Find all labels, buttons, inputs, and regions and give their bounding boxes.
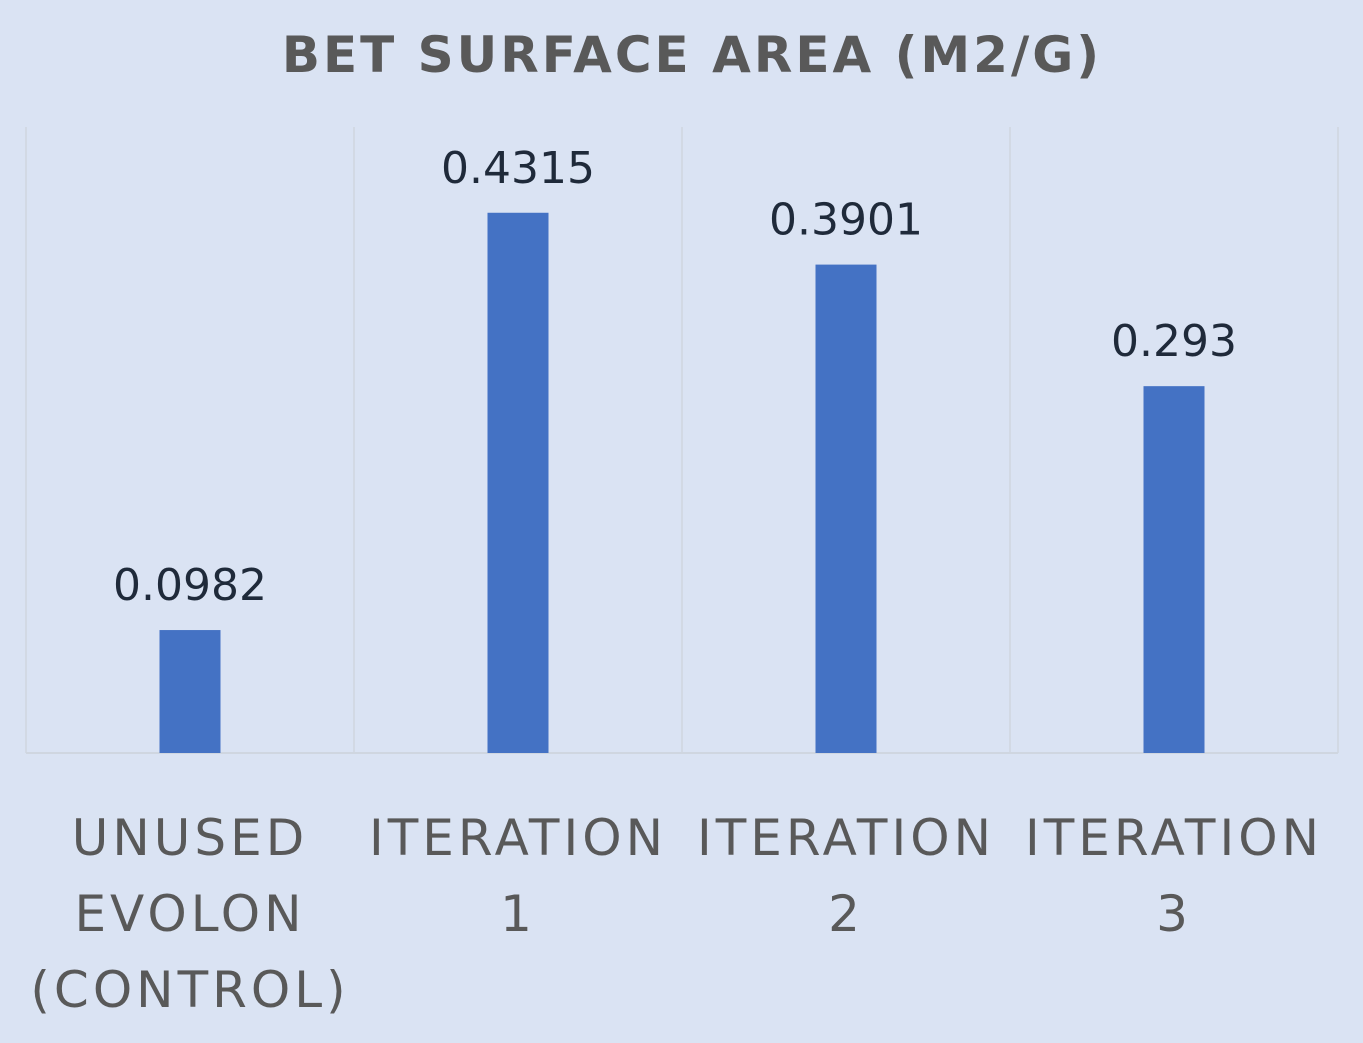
- value-label-layer: 0.0982 0.4315 0.3901 0.293: [113, 143, 1237, 611]
- category-label-2-line-0: ITERATION: [697, 809, 995, 867]
- value-label-0: 0.0982: [113, 560, 267, 611]
- value-label-3: 0.293: [1111, 316, 1237, 367]
- bar-2: [815, 264, 877, 753]
- bar-0: [159, 630, 221, 753]
- category-label-0-line-2: (CONTROL): [30, 961, 349, 1019]
- category-label-0-line-1: EVOLON: [74, 885, 305, 943]
- category-label-1-line-1: 1: [500, 885, 536, 943]
- category-label-layer: UNUSED EVOLON (CONTROL) ITERATION 1 ITERATION…: [30, 809, 1323, 1019]
- category-label-1-line-0: ITERATION: [369, 809, 667, 867]
- grid-layer: [25, 127, 1339, 754]
- category-label-3-line-0: ITERATION: [1025, 809, 1323, 867]
- value-label-2: 0.3901: [769, 195, 923, 246]
- bar-1: [487, 212, 549, 754]
- category-label-3-line-1: 3: [1156, 885, 1192, 943]
- bar-3: [1143, 386, 1205, 753]
- category-label-0-line-0: UNUSED: [72, 809, 308, 867]
- chart-title: BET SURFACE AREA (M2/G): [282, 26, 1102, 84]
- value-label-1: 0.4315: [441, 143, 595, 194]
- category-label-2-line-1: 2: [828, 885, 864, 943]
- bar-layer: [159, 212, 1205, 754]
